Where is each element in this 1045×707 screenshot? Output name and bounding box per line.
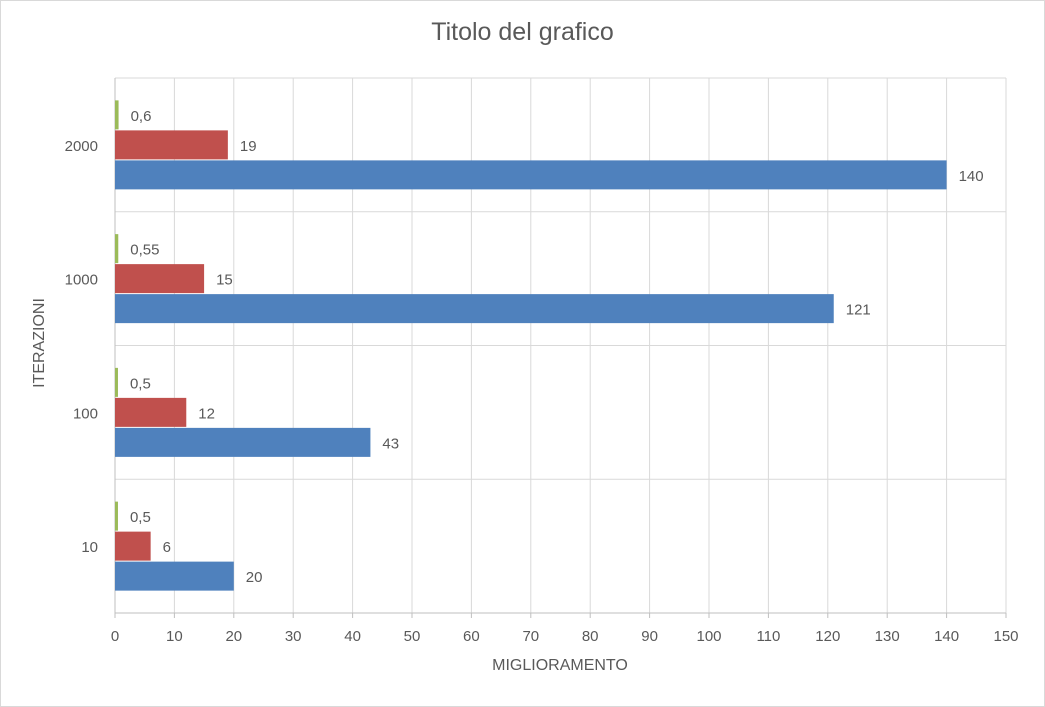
x-tick-label: 30 [285, 628, 302, 645]
bar [115, 234, 119, 264]
data-label: 15 [216, 272, 233, 289]
data-label: 0,5 [130, 375, 151, 392]
x-tick-label: 110 [756, 628, 780, 645]
bar [115, 367, 118, 397]
bar [115, 561, 234, 591]
data-label: 0,6 [131, 108, 152, 125]
data-label: 20 [246, 569, 263, 586]
data-label: 0,55 [130, 242, 159, 259]
bar [115, 397, 187, 427]
y-tick-label: 10 [81, 539, 98, 556]
x-tick-label: 70 [522, 628, 539, 645]
data-label: 6 [163, 539, 171, 556]
data-label: 12 [198, 405, 215, 422]
bar [115, 264, 205, 294]
bar [115, 427, 371, 457]
data-label: 43 [382, 435, 399, 452]
data-label: 0,5 [130, 509, 151, 526]
x-tick-label: 120 [815, 628, 840, 645]
y-tick-label: 1000 [65, 272, 98, 289]
x-tick-label: 100 [696, 628, 721, 645]
bar [115, 501, 118, 531]
y-axis-title: ITERAZIONI [31, 298, 48, 388]
x-tick-label: 150 [993, 628, 1018, 645]
bar [115, 294, 834, 324]
chart-title: Titolo del grafico [431, 18, 614, 46]
x-tick-label: 60 [463, 628, 480, 645]
x-tick-label: 80 [582, 628, 599, 645]
bar [115, 130, 228, 160]
data-label: 121 [846, 302, 871, 319]
y-tick-label: 100 [73, 405, 98, 422]
data-label: 19 [240, 138, 257, 155]
data-label: 140 [959, 168, 984, 185]
bar [115, 531, 151, 561]
x-tick-label: 140 [934, 628, 959, 645]
x-tick-label: 20 [225, 628, 242, 645]
bar [115, 100, 119, 130]
x-axis-title: MIGLIORAMENTO [492, 657, 628, 674]
bar [115, 160, 947, 190]
x-tick-label: 90 [641, 628, 658, 645]
x-tick-label: 0 [111, 628, 119, 645]
x-tick-label: 130 [875, 628, 900, 645]
x-tick-label: 10 [166, 628, 183, 645]
y-tick-label: 2000 [65, 138, 98, 155]
x-tick-label: 40 [344, 628, 361, 645]
x-tick-label: 50 [404, 628, 421, 645]
